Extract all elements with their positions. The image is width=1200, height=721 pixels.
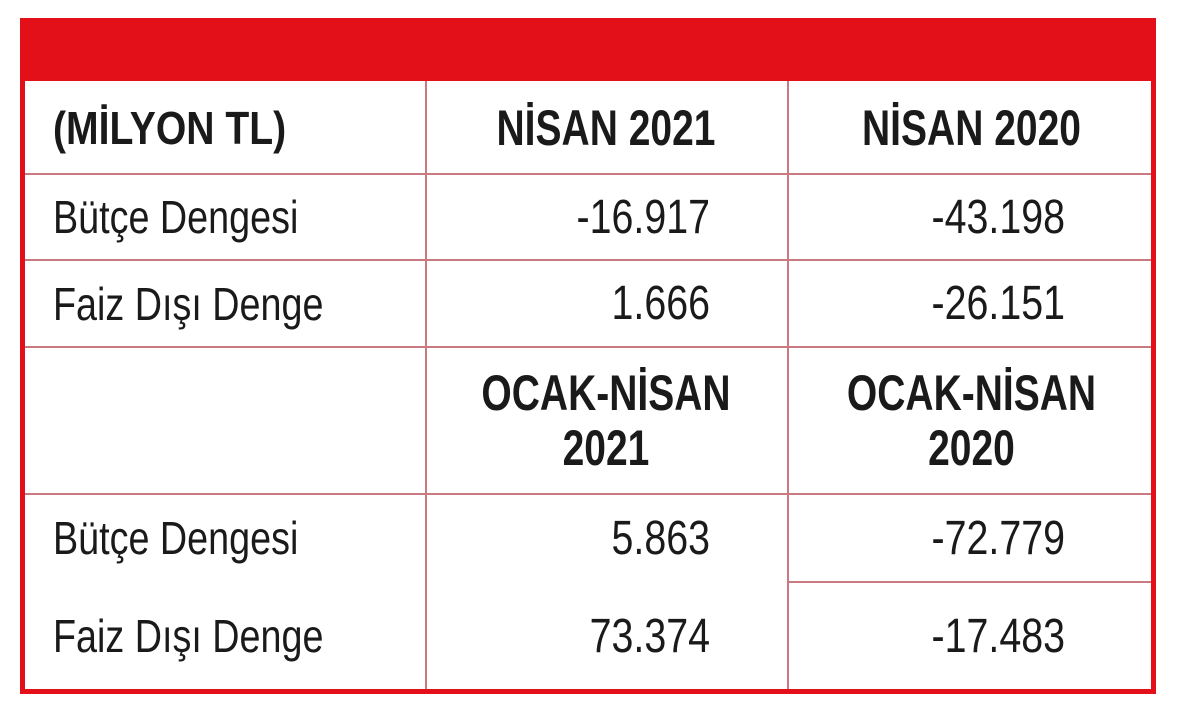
column-header-ocak-nisan-2021: OCAK-NİSAN 2021 bbox=[481, 364, 731, 476]
column-header-nisan-2020: NİSAN 2020 bbox=[862, 99, 1081, 156]
row-label: Faiz Dışı Denge bbox=[53, 610, 324, 662]
budget-table: (MİLYON TL) NİSAN 2021 NİSAN 2020 Bütçe … bbox=[20, 18, 1156, 694]
row-label: Bütçe Dengesi bbox=[53, 191, 299, 243]
row-label: Faiz Dışı Denge bbox=[53, 277, 324, 330]
row-divider bbox=[25, 259, 1151, 261]
column-divider bbox=[787, 81, 789, 689]
table-cell-value: 5.863 bbox=[611, 511, 710, 565]
row-divider bbox=[25, 346, 1151, 348]
row-divider bbox=[25, 493, 1151, 495]
table-cell-value: -17.483 bbox=[931, 609, 1065, 663]
table-cell-value: -43.198 bbox=[931, 190, 1065, 244]
table-cell-value: -16.917 bbox=[576, 190, 710, 244]
unit-header: (MİLYON TL) bbox=[53, 102, 287, 154]
column-header-ocak-nisan-2020: OCAK-NİSAN 2020 bbox=[846, 364, 1097, 476]
table-cell-value: -26.151 bbox=[931, 277, 1065, 330]
header-band bbox=[25, 23, 1151, 81]
row-divider bbox=[25, 173, 1151, 175]
table-cell-value: -72.779 bbox=[931, 511, 1065, 565]
column-divider bbox=[425, 81, 427, 689]
row-divider bbox=[787, 581, 1151, 583]
table-cell-value: 73.374 bbox=[589, 609, 710, 663]
row-label: Bütçe Dengesi bbox=[53, 512, 299, 564]
column-header-nisan-2021: NİSAN 2021 bbox=[496, 99, 716, 156]
table-cell-value: 1.666 bbox=[611, 277, 710, 330]
